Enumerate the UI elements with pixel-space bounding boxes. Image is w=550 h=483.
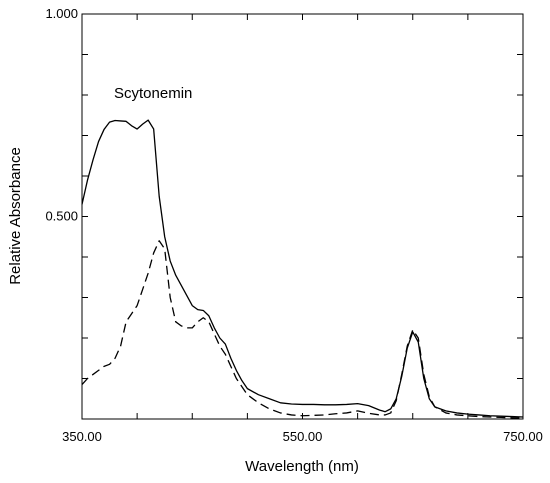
data-series <box>81 119 524 419</box>
x-axis-title: Wavelength (nm) <box>245 458 359 475</box>
tick-labels: 350.00 550.00 750.00 0.500 1.000 <box>45 6 542 444</box>
y-tick-label: 0.500 <box>45 209 78 224</box>
x-tick-label: 750.00 <box>503 429 543 444</box>
x-tick-label: 350.00 <box>62 429 102 444</box>
solid-series-line <box>81 119 524 418</box>
plot-frame <box>81 13 524 420</box>
y-tick-label: 1.000 <box>45 6 78 21</box>
dashed-series-line <box>81 240 524 419</box>
x-tick-label: 550.00 <box>283 429 323 444</box>
scytonemin-annotation: Scytonemin <box>114 85 192 102</box>
y-axis-title: Relative Absorbance <box>7 147 24 285</box>
tick-marks <box>81 13 524 420</box>
